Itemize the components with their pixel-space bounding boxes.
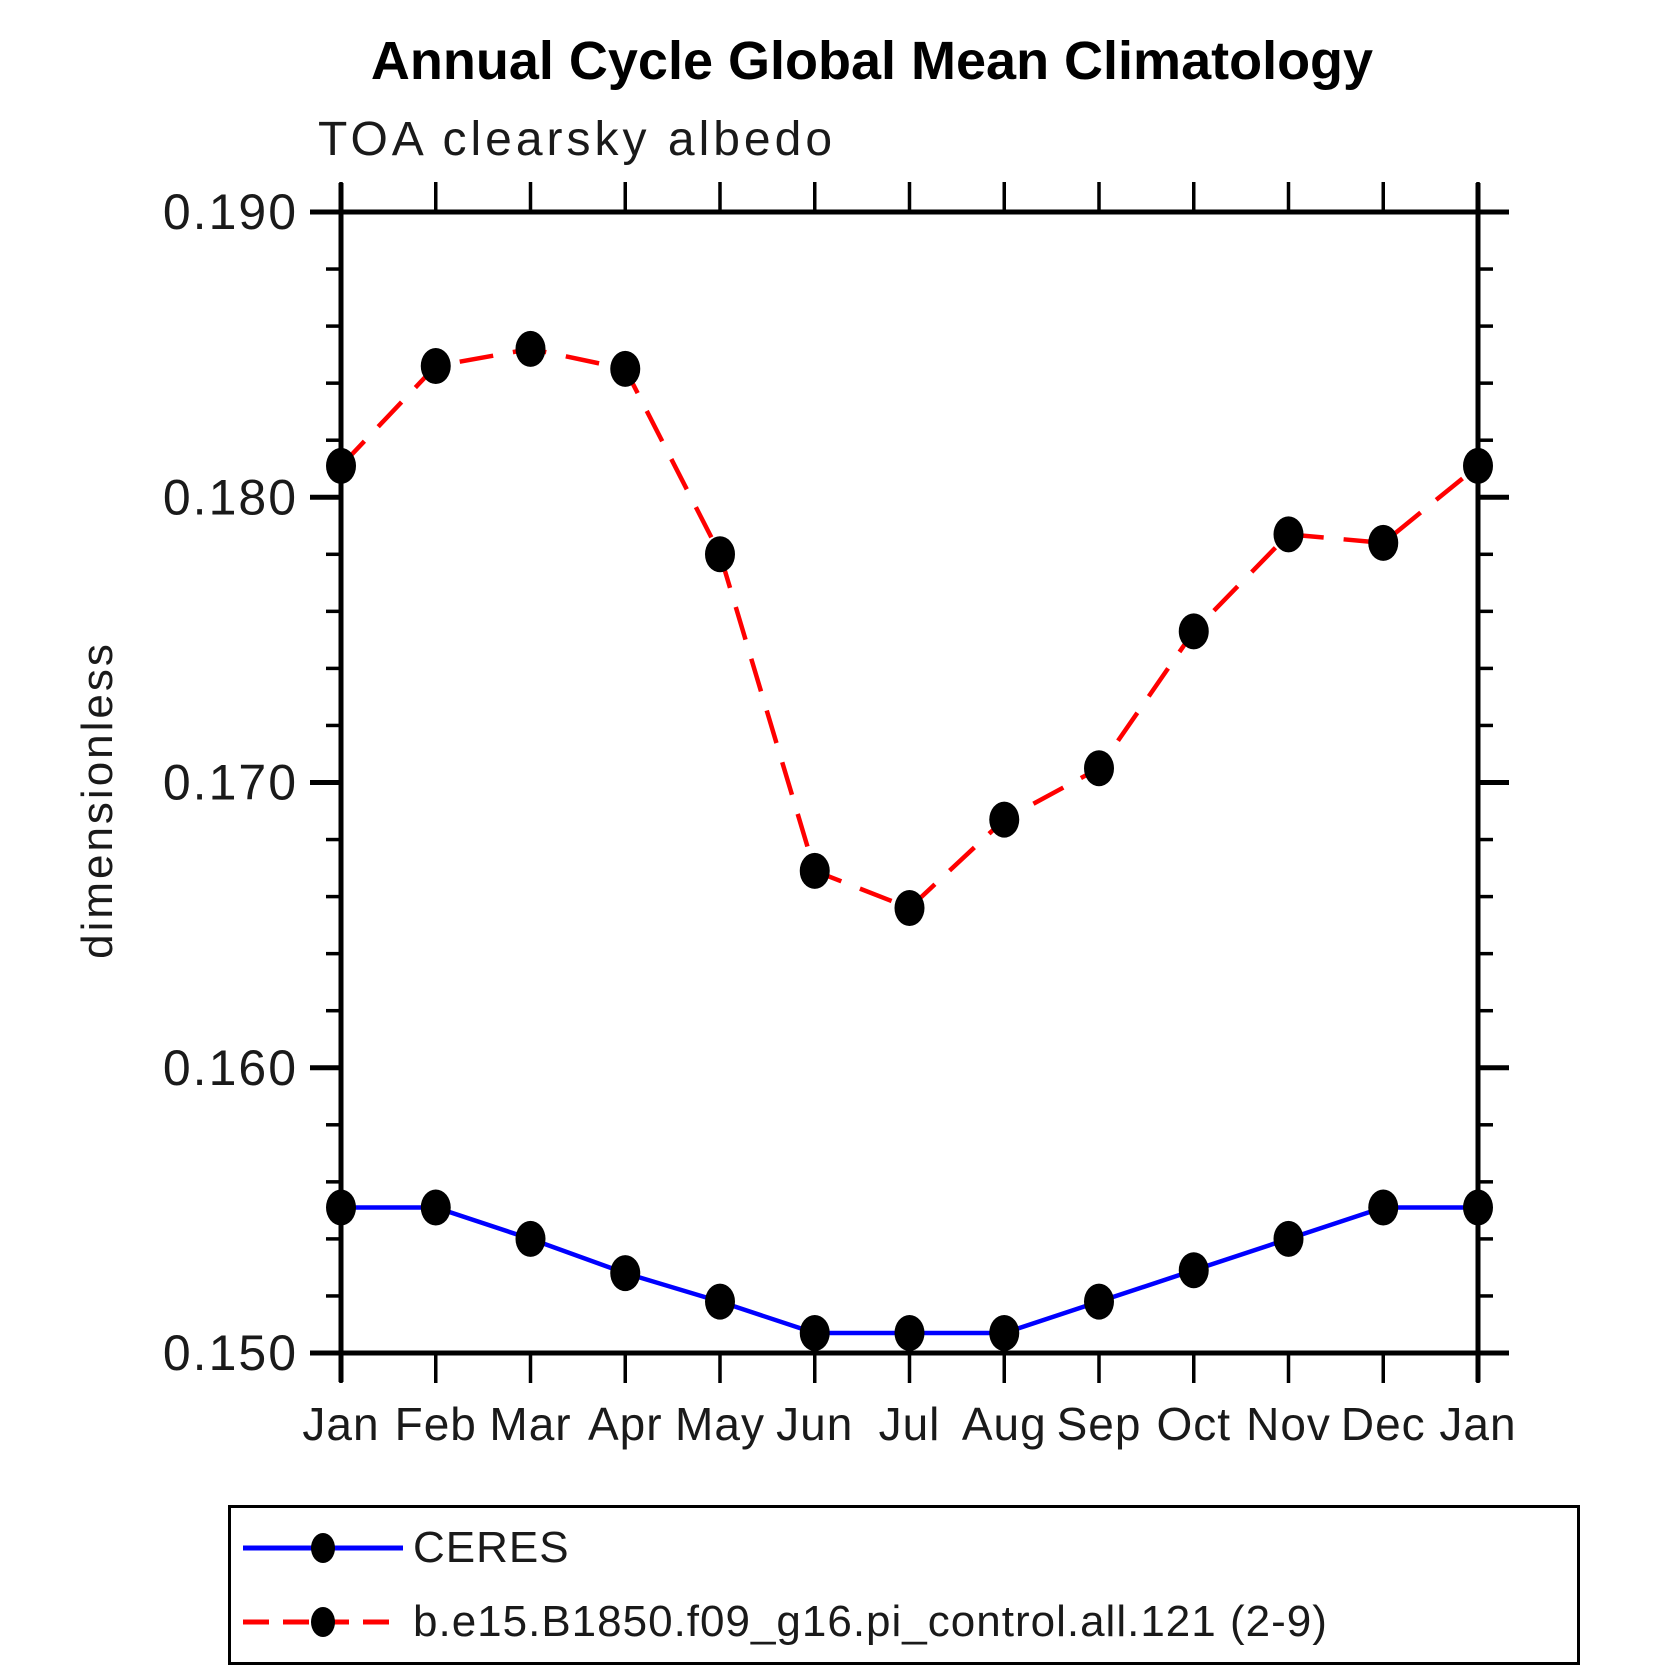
x-tick-label: Mar bbox=[489, 1398, 571, 1450]
data-point-1-Oct bbox=[1178, 613, 1209, 650]
data-point-0-Oct bbox=[1178, 1252, 1209, 1289]
legend-entry-model: b.e15.B1850.f09_g16.pi_control.all.121 (… bbox=[231, 1587, 1577, 1657]
data-point-1-Jun bbox=[799, 852, 830, 889]
data-point-0-Feb bbox=[420, 1189, 451, 1226]
data-point-0-May bbox=[705, 1283, 735, 1320]
data-point-1-Jul bbox=[894, 890, 925, 927]
x-tick-label: Oct bbox=[1156, 1398, 1231, 1450]
y-tick-label: 0.170 bbox=[163, 755, 298, 811]
legend-label-ceres: CERES bbox=[413, 1522, 570, 1572]
data-point-1-Jan bbox=[1463, 447, 1493, 484]
x-tick-label: Feb bbox=[395, 1398, 477, 1450]
data-point-0-Jan bbox=[326, 1189, 356, 1226]
data-point-1-Jan bbox=[326, 447, 356, 484]
x-tick-label: Aug bbox=[962, 1398, 1047, 1450]
x-tick-label: Jun bbox=[776, 1398, 853, 1450]
data-point-1-Dec bbox=[1368, 524, 1399, 561]
data-point-0-Mar bbox=[515, 1220, 546, 1257]
x-tick-label: Jul bbox=[879, 1398, 941, 1450]
series-line-1 bbox=[339, 346, 1480, 911]
data-point-0-Nov bbox=[1273, 1220, 1304, 1257]
data-point-1-Feb bbox=[420, 348, 451, 385]
x-tick-label: Dec bbox=[1341, 1398, 1426, 1450]
data-point-0-Aug bbox=[989, 1315, 1020, 1352]
y-tick-label: 0.180 bbox=[163, 469, 298, 525]
data-point-1-Mar bbox=[515, 330, 546, 367]
y-tick-label: 0.190 bbox=[163, 184, 298, 240]
data-point-0-Apr bbox=[610, 1255, 641, 1292]
legend-entry-ceres: CERES bbox=[231, 1513, 1577, 1583]
series-line-0 bbox=[341, 1205, 1478, 1336]
legend-sample-model bbox=[243, 1607, 403, 1638]
data-point-0-Jun bbox=[799, 1315, 830, 1352]
x-tick-label: Sep bbox=[1057, 1398, 1142, 1450]
x-tick-label: May bbox=[675, 1398, 765, 1450]
y-tick-label: 0.150 bbox=[163, 1325, 298, 1381]
legend-label-model: b.e15.B1850.f09_g16.pi_control.all.121 (… bbox=[413, 1597, 1328, 1647]
legend-marker-icon bbox=[311, 1607, 335, 1638]
legend-marker-icon bbox=[311, 1532, 335, 1563]
x-tick-label: Jan bbox=[302, 1398, 379, 1450]
legend-box: CERES b.e15.B1850.f09_g16.pi_control.all… bbox=[228, 1505, 1580, 1665]
data-point-1-Sep bbox=[1084, 750, 1114, 787]
data-point-1-Aug bbox=[989, 801, 1020, 838]
x-tick-label: Jan bbox=[1439, 1398, 1516, 1450]
data-point-0-Dec bbox=[1368, 1189, 1399, 1226]
data-point-0-Jul bbox=[894, 1315, 925, 1352]
data-point-1-May bbox=[705, 536, 735, 573]
data-point-1-Nov bbox=[1273, 516, 1304, 553]
data-point-1-Apr bbox=[610, 350, 641, 387]
chart-subtitle: TOA clearsky albedo bbox=[318, 113, 837, 166]
chart-title: Annual Cycle Global Mean Climatology bbox=[370, 31, 1374, 91]
y-tick-label: 0.160 bbox=[163, 1040, 298, 1096]
x-tick-label: Nov bbox=[1246, 1398, 1331, 1450]
data-point-0-Jan bbox=[1463, 1189, 1493, 1226]
data-point-0-Sep bbox=[1084, 1283, 1114, 1320]
legend-sample-ceres bbox=[243, 1532, 403, 1563]
x-tick-label: Apr bbox=[588, 1398, 663, 1450]
